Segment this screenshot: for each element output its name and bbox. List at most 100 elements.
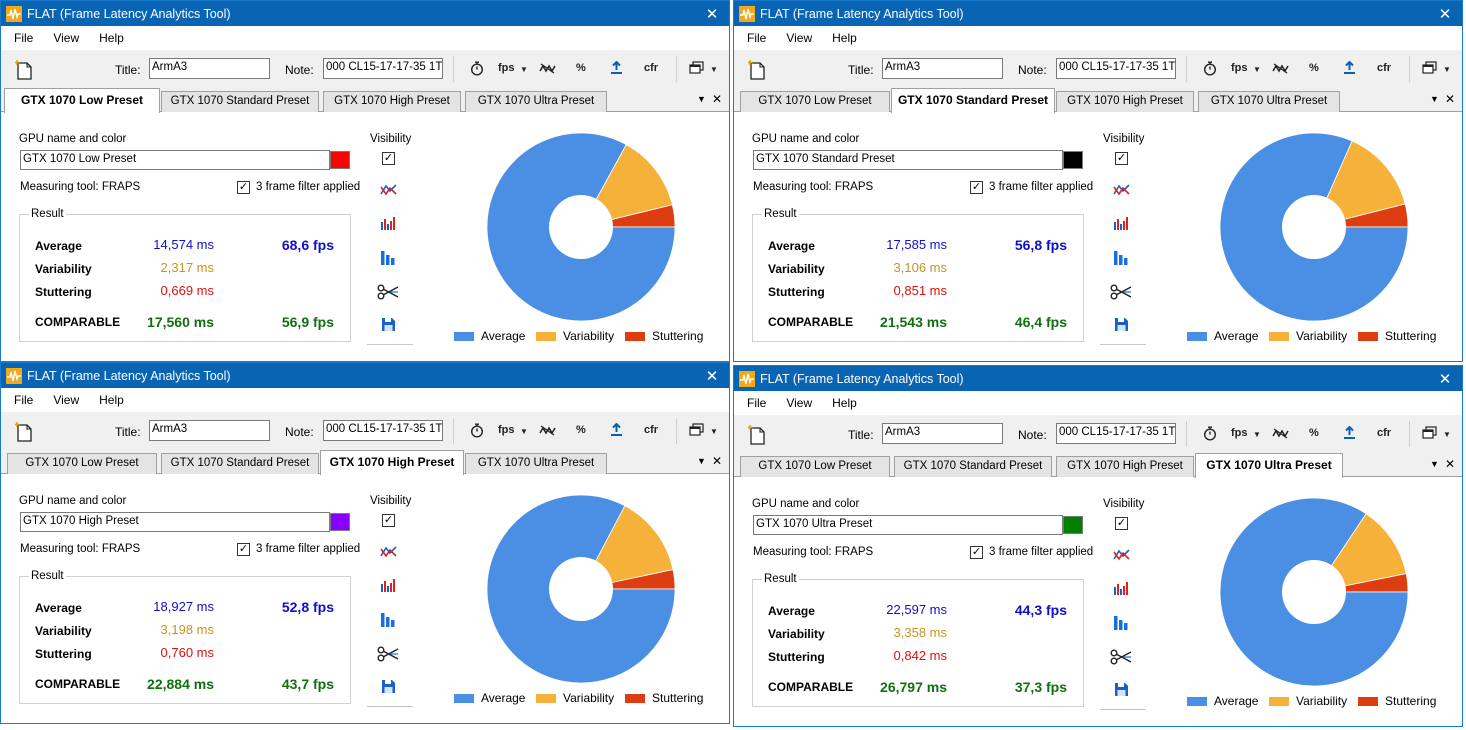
tab-preset-2[interactable]: GTX 1070 Standard Preset [161,453,319,474]
visibility-checkbox[interactable]: ✓ [1115,152,1128,165]
percent-button[interactable]: % [1309,62,1319,74]
scissors-icon[interactable] [377,646,399,662]
fps-dropdown-chevron-icon[interactable]: ▼ [520,65,528,74]
tab-preset-1[interactable]: GTX 1070 Low Preset [7,453,157,474]
variance-icon[interactable] [539,425,556,436]
tab-preset-3[interactable]: GTX 1070 High Preset [320,450,464,475]
percent-button[interactable]: % [1309,427,1319,439]
scissors-icon[interactable] [1110,649,1132,665]
gpu-name-input[interactable]: GTX 1070 Standard Preset [753,150,1063,170]
gpu-name-input[interactable]: GTX 1070 Ultra Preset [753,515,1063,535]
bar-chart-multi-icon[interactable] [1113,216,1129,230]
layout-dropdown-chevron-icon[interactable]: ▼ [1443,65,1451,74]
tab-preset-3[interactable]: GTX 1070 High Preset [323,91,461,112]
frame-filter-checkbox[interactable]: ✓ [237,181,250,194]
fps-button[interactable]: fps [1231,427,1248,439]
tab-preset-3[interactable]: GTX 1070 High Preset [1056,456,1194,477]
close-window-button[interactable]: ✕ [705,5,719,23]
close-tab-icon[interactable]: ✕ [712,92,723,106]
variance-icon[interactable] [539,63,556,74]
note-input[interactable]: 000 CL15-17-17-35 1T [323,58,443,79]
fps-dropdown-chevron-icon[interactable]: ▼ [520,427,528,436]
save-icon[interactable] [1115,683,1128,696]
menu-help[interactable]: Help [832,31,857,45]
cfr-button[interactable]: cfr [644,62,659,74]
percent-button[interactable]: % [576,62,586,74]
gpu-color-swatch[interactable] [1063,516,1083,534]
menu-file[interactable]: File [14,393,34,407]
chart-lines-icon[interactable] [1113,182,1131,198]
gpu-color-swatch[interactable] [1063,151,1083,169]
close-window-button[interactable]: ✕ [1438,370,1452,388]
tab-list-chevron-icon[interactable]: ▼ [1430,459,1439,469]
bar-chart-icon[interactable] [1113,615,1129,630]
new-document-icon[interactable] [748,424,768,446]
new-document-icon[interactable] [15,59,35,81]
tab-preset-4[interactable]: GTX 1070 Ultra Preset [465,453,607,474]
title-input[interactable]: ArmA3 [149,58,270,79]
cfr-button[interactable]: cfr [644,424,659,436]
chart-lines-icon[interactable] [380,544,398,560]
note-input[interactable]: 000 CL15-17-17-35 1T [1056,58,1176,79]
menu-file[interactable]: File [14,31,34,45]
fps-button[interactable]: fps [498,424,515,436]
gpu-name-input[interactable]: GTX 1070 High Preset [20,512,330,532]
fps-dropdown-chevron-icon[interactable]: ▼ [1253,65,1261,74]
title-input[interactable]: ArmA3 [882,58,1003,79]
scissors-icon[interactable] [1110,284,1132,300]
tab-preset-2[interactable]: GTX 1070 Standard Preset [894,456,1052,477]
window-layout-icon[interactable] [1422,426,1437,439]
menu-help[interactable]: Help [832,396,857,410]
frame-filter-checkbox[interactable]: ✓ [970,181,983,194]
note-input[interactable]: 000 CL15-17-17-35 1T [323,420,443,441]
scissors-icon[interactable] [377,284,399,300]
visibility-checkbox[interactable]: ✓ [382,514,395,527]
visibility-checkbox[interactable]: ✓ [1115,517,1128,530]
variance-icon[interactable] [1272,428,1289,439]
export-icon[interactable] [610,423,623,437]
title-input[interactable]: ArmA3 [882,423,1003,444]
tab-list-chevron-icon[interactable]: ▼ [697,94,706,104]
window-layout-icon[interactable] [689,61,704,74]
stopwatch-icon[interactable] [470,423,484,438]
layout-dropdown-chevron-icon[interactable]: ▼ [1443,430,1451,439]
close-window-button[interactable]: ✕ [1438,5,1452,23]
tab-list-chevron-icon[interactable]: ▼ [697,456,706,466]
tab-preset-2[interactable]: GTX 1070 Standard Preset [161,91,319,112]
export-icon[interactable] [610,61,623,75]
close-tab-icon[interactable]: ✕ [1445,457,1456,471]
save-icon[interactable] [1115,318,1128,331]
window-layout-icon[interactable] [689,423,704,436]
bar-chart-icon[interactable] [380,612,396,627]
close-tab-icon[interactable]: ✕ [1445,92,1456,106]
save-icon[interactable] [382,680,395,693]
bar-chart-icon[interactable] [380,250,396,265]
cfr-button[interactable]: cfr [1377,427,1392,439]
new-document-icon[interactable] [748,59,768,81]
window-layout-icon[interactable] [1422,61,1437,74]
fps-button[interactable]: fps [498,62,515,74]
close-tab-icon[interactable]: ✕ [712,454,723,468]
note-input[interactable]: 000 CL15-17-17-35 1T [1056,423,1176,444]
menu-help[interactable]: Help [99,31,124,45]
tab-preset-1[interactable]: GTX 1070 Low Preset [740,456,890,477]
chart-lines-icon[interactable] [1113,547,1131,563]
percent-button[interactable]: % [576,424,586,436]
save-icon[interactable] [382,318,395,331]
visibility-checkbox[interactable]: ✓ [382,152,395,165]
close-window-button[interactable]: ✕ [705,367,719,385]
bar-chart-multi-icon[interactable] [380,578,396,592]
menu-file[interactable]: File [747,31,767,45]
gpu-color-swatch[interactable] [330,151,350,169]
variance-icon[interactable] [1272,63,1289,74]
menu-view[interactable]: View [53,31,80,45]
layout-dropdown-chevron-icon[interactable]: ▼ [710,427,718,436]
export-icon[interactable] [1343,426,1356,440]
layout-dropdown-chevron-icon[interactable]: ▼ [710,65,718,74]
tab-preset-4[interactable]: GTX 1070 Ultra Preset [1198,91,1340,112]
tab-preset-2[interactable]: GTX 1070 Standard Preset [891,88,1055,113]
tab-preset-3[interactable]: GTX 1070 High Preset [1056,91,1194,112]
export-icon[interactable] [1343,61,1356,75]
tab-preset-1[interactable]: GTX 1070 Low Preset [740,91,890,112]
bar-chart-icon[interactable] [1113,250,1129,265]
